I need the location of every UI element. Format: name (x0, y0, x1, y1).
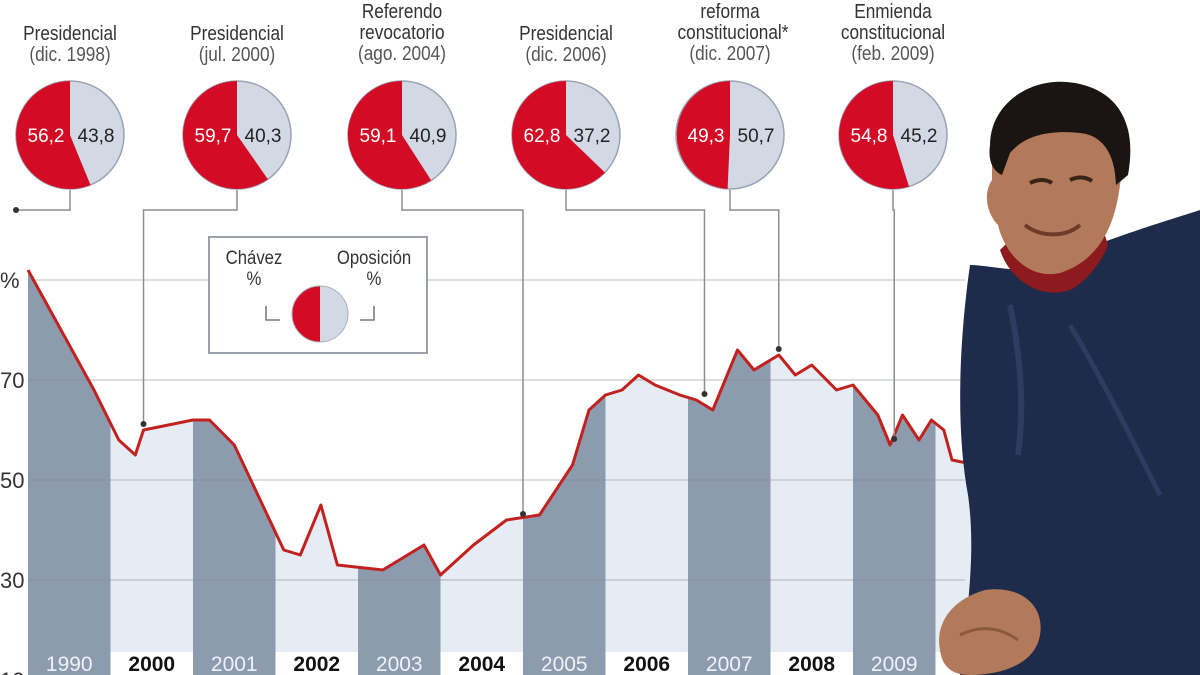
year-label-bg-2003 (358, 652, 441, 675)
election-title-text-5: Enmienda constitucional (840, 1, 946, 44)
pie-label-chavez-3: 62,8 (524, 126, 561, 147)
year-label-2008: 2008 (788, 653, 835, 675)
gridlines (28, 279, 965, 581)
year-label-2006: 2006 (623, 653, 670, 675)
connector-dot-2 (520, 511, 526, 517)
pie-slice-chavez-3 (512, 81, 605, 189)
pie-label-oposicion-2: 40,9 (410, 126, 447, 147)
connector-2 (401, 190, 524, 514)
election-date-4: (dic. 2007) (689, 43, 771, 65)
connector-5 (892, 190, 895, 439)
pie-label-chavez-2: 59,1 (360, 126, 397, 147)
year-label-2000: 2000 (128, 653, 175, 675)
pie-label-chavez-0: 56,2 (28, 126, 65, 147)
legend: Chávez % Oposición % (208, 236, 428, 354)
year-band-2006 (605, 270, 688, 652)
election-title-3: Presidencial (dic. 2006) (502, 24, 631, 66)
connector-dot-1 (140, 421, 147, 427)
year-label-bg-2007 (688, 652, 771, 675)
year-label-2002: 2002 (293, 653, 340, 675)
pie-label-chavez-4: 49,3 (688, 126, 725, 147)
year-band-2004 (440, 270, 523, 652)
year-band-2000 (110, 270, 193, 652)
pie-label-oposicion-3: 37,2 (574, 126, 611, 147)
connector-dot-3 (701, 391, 708, 397)
election-pie-5: 54,8 45,2 (838, 80, 948, 190)
pie-slice-chavez-2 (347, 80, 432, 189)
year-label-2003: 2003 (376, 653, 423, 675)
legend-chavez-label: Chávez (225, 248, 283, 269)
pie-label-oposicion-4: 50,7 (738, 126, 775, 147)
connector-4 (729, 190, 780, 349)
legend-chavez-unit: % (246, 269, 262, 290)
year-label-bg-1990 (28, 652, 111, 675)
connector-3 (565, 190, 706, 394)
pie-label-oposicion-5: 45,2 (901, 126, 938, 147)
election-date-3: (dic. 2006) (525, 44, 607, 66)
election-pie-1: 59,7 40,3 (182, 80, 292, 190)
year-label-2007: 2007 (706, 653, 753, 675)
election-pies: 56,2 43,8 59,7 40,3 59,1 40,9 62,8 37,2 49,3 50,7… (15, 80, 948, 190)
legend-oposicion-unit: % (366, 269, 382, 290)
connector-1 (142, 190, 238, 424)
election-pie-0: 56,2 43,8 (15, 80, 125, 190)
connector-dot-5 (891, 436, 898, 442)
pie-label-oposicion-0: 43,8 (78, 126, 115, 147)
election-pie-4: 49,3 50,7 (675, 80, 785, 190)
election-title-4: reforma constitucional* (dic. 2007) (666, 2, 795, 65)
pie-label-chavez-5: 54,8 (851, 126, 888, 147)
hugo-chavez-photo (939, 81, 1200, 675)
year-label-2009: 2009 (871, 653, 918, 675)
election-title-text-2: Referendo revocatorio (359, 1, 445, 44)
legend-pie-oposicion (320, 286, 348, 342)
pie-slice-chavez-0 (16, 81, 91, 189)
year-label-1990: 1990 (46, 653, 93, 675)
year-label-bg-2001 (193, 652, 276, 675)
x-axis-year-labels: 1990 2000 2001 2002 2003 2004 2005 2006 2007 2008… (28, 652, 1000, 675)
pie-label-chavez-1: 59,7 (195, 126, 232, 147)
election-title-5: Enmienda constitucional (feb. 2009) (829, 2, 958, 65)
connector-0 (18, 190, 71, 211)
y-axis-ticks: % 70 50 30 10 (0, 268, 24, 675)
y-tick-label-30: 30 (0, 568, 24, 593)
year-label-2005: 2005 (541, 653, 588, 675)
legend-pie-chavez (292, 286, 320, 342)
election-pie-3: 62,8 37,2 (511, 80, 621, 190)
election-title-0: Presidencial (dic. 1998) (6, 24, 135, 66)
year-band-2008 (770, 270, 853, 652)
election-title-text-4: reforma constitucional* (677, 1, 789, 44)
year-label-bg-2009 (853, 652, 936, 675)
election-title-text-3: Presidencial (519, 23, 613, 45)
election-title-text-0: Presidencial (23, 23, 117, 45)
year-label-2004: 2004 (458, 653, 505, 675)
pie-slice-chavez-1 (183, 81, 268, 189)
legend-pie (265, 285, 375, 343)
legend-oposicion-label: Oposición (336, 248, 412, 269)
y-tick-label-50: 50 (0, 468, 24, 493)
year-label-2001: 2001 (211, 653, 258, 675)
y-tick-label-10: 10 (0, 668, 24, 675)
election-title-text-1: Presidencial (190, 23, 284, 45)
y-tick-label-70: 70 (0, 368, 24, 393)
connector-dot-0 (13, 207, 19, 213)
election-title-1: Presidencial (jul. 2000) (173, 24, 302, 66)
pie-slice-chavez-4 (676, 81, 730, 189)
election-date-0: (dic. 1998) (29, 44, 111, 66)
connector-dot-4 (775, 346, 782, 352)
year-label-bg-2005 (523, 652, 606, 675)
election-date-5: (feb. 2009) (851, 43, 935, 65)
election-connectors (13, 190, 898, 517)
election-date-2: (ago. 2004) (358, 43, 446, 65)
y-tick-label-90: % (0, 268, 20, 293)
pie-slice-chavez-5 (839, 81, 909, 189)
pie-label-oposicion-1: 40,3 (245, 126, 282, 147)
election-title-2: Referendo revocatorio (ago. 2004) (338, 2, 467, 65)
election-date-1: (jul. 2000) (198, 44, 276, 66)
election-pie-2: 59,1 40,9 (347, 80, 457, 190)
